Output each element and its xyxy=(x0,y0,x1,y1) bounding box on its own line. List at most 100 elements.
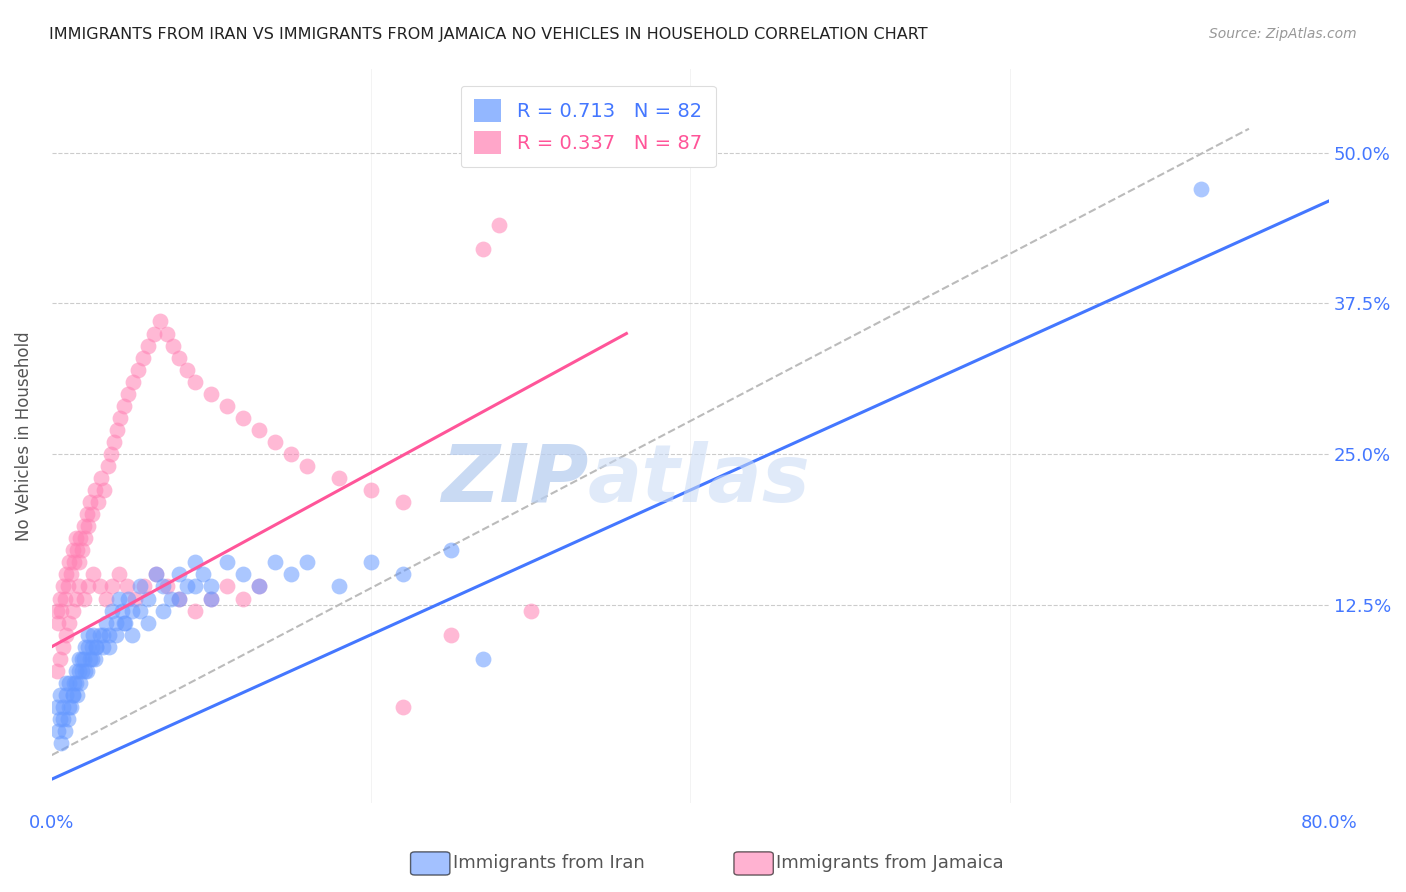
Point xyxy=(295,458,318,473)
Point xyxy=(55,627,77,641)
Text: Immigrants from Jamaica: Immigrants from Jamaica xyxy=(776,855,1004,872)
Point xyxy=(115,579,138,593)
Point xyxy=(200,579,222,593)
Point xyxy=(90,471,112,485)
Point xyxy=(46,615,69,630)
Point xyxy=(104,627,127,641)
Point xyxy=(328,471,350,485)
Point xyxy=(80,652,103,666)
Point xyxy=(62,603,84,617)
Point xyxy=(142,326,165,341)
Point xyxy=(69,531,91,545)
Point xyxy=(217,579,239,593)
Point xyxy=(77,627,100,641)
Point xyxy=(86,640,108,654)
Point xyxy=(184,579,207,593)
Point xyxy=(392,495,415,509)
Point xyxy=(48,652,70,666)
Point xyxy=(55,567,77,582)
Y-axis label: No Vehicles in Household: No Vehicles in Household xyxy=(15,331,32,541)
Point xyxy=(52,640,75,654)
Point xyxy=(55,676,77,690)
Point xyxy=(73,519,96,533)
Point xyxy=(112,399,135,413)
Point xyxy=(247,579,270,593)
Point xyxy=(45,664,67,678)
Point xyxy=(73,652,96,666)
Point xyxy=(200,386,222,401)
Point xyxy=(136,591,159,606)
Point xyxy=(83,483,105,497)
Point xyxy=(1189,182,1212,196)
Point xyxy=(65,591,87,606)
Point xyxy=(75,664,97,678)
Point xyxy=(69,676,91,690)
Point xyxy=(73,591,96,606)
Point xyxy=(471,242,494,256)
Point xyxy=(122,375,145,389)
Point xyxy=(117,386,139,401)
Point xyxy=(98,627,121,641)
Point xyxy=(114,615,136,630)
Point xyxy=(66,688,89,702)
Point xyxy=(392,567,415,582)
Point xyxy=(83,652,105,666)
Point xyxy=(107,567,129,582)
Point xyxy=(48,591,70,606)
Point xyxy=(46,724,69,739)
Point xyxy=(52,712,75,726)
Point xyxy=(58,700,80,714)
Point xyxy=(62,688,84,702)
Point xyxy=(232,567,254,582)
Point xyxy=(77,640,100,654)
Point xyxy=(360,483,382,497)
Point xyxy=(58,615,80,630)
Point xyxy=(107,591,129,606)
Text: Immigrants from Iran: Immigrants from Iran xyxy=(453,855,644,872)
Point xyxy=(128,603,150,617)
Point xyxy=(169,351,191,365)
Point xyxy=(264,434,287,449)
Point xyxy=(100,447,122,461)
Point xyxy=(80,640,103,654)
Point xyxy=(232,591,254,606)
Point xyxy=(184,375,207,389)
Point xyxy=(264,555,287,569)
Point xyxy=(65,664,87,678)
Point xyxy=(79,495,101,509)
Point xyxy=(200,591,222,606)
Point xyxy=(328,579,350,593)
Point xyxy=(127,362,149,376)
Point xyxy=(101,603,124,617)
Point xyxy=(65,676,87,690)
Point xyxy=(247,579,270,593)
Point xyxy=(52,700,75,714)
Point xyxy=(45,700,67,714)
Text: IMMIGRANTS FROM IRAN VS IMMIGRANTS FROM JAMAICA NO VEHICLES IN HOUSEHOLD CORRELA: IMMIGRANTS FROM IRAN VS IMMIGRANTS FROM … xyxy=(49,27,928,42)
Point xyxy=(45,603,67,617)
Point xyxy=(103,434,125,449)
Point xyxy=(184,555,207,569)
Point xyxy=(62,688,84,702)
Point xyxy=(134,579,156,593)
Point xyxy=(440,627,463,641)
Point xyxy=(87,495,110,509)
Point xyxy=(217,555,239,569)
Point xyxy=(101,579,124,593)
Point xyxy=(392,700,415,714)
Point xyxy=(193,567,215,582)
Point xyxy=(217,399,239,413)
Point xyxy=(76,664,98,678)
Point xyxy=(67,579,90,593)
Point xyxy=(160,591,183,606)
Point xyxy=(280,447,302,461)
Point xyxy=(112,615,135,630)
Point xyxy=(70,543,93,558)
Point xyxy=(152,579,174,593)
Point xyxy=(132,351,155,365)
Point xyxy=(360,555,382,569)
Point xyxy=(280,567,302,582)
Point xyxy=(111,603,134,617)
Point xyxy=(55,688,77,702)
Point xyxy=(105,423,128,437)
